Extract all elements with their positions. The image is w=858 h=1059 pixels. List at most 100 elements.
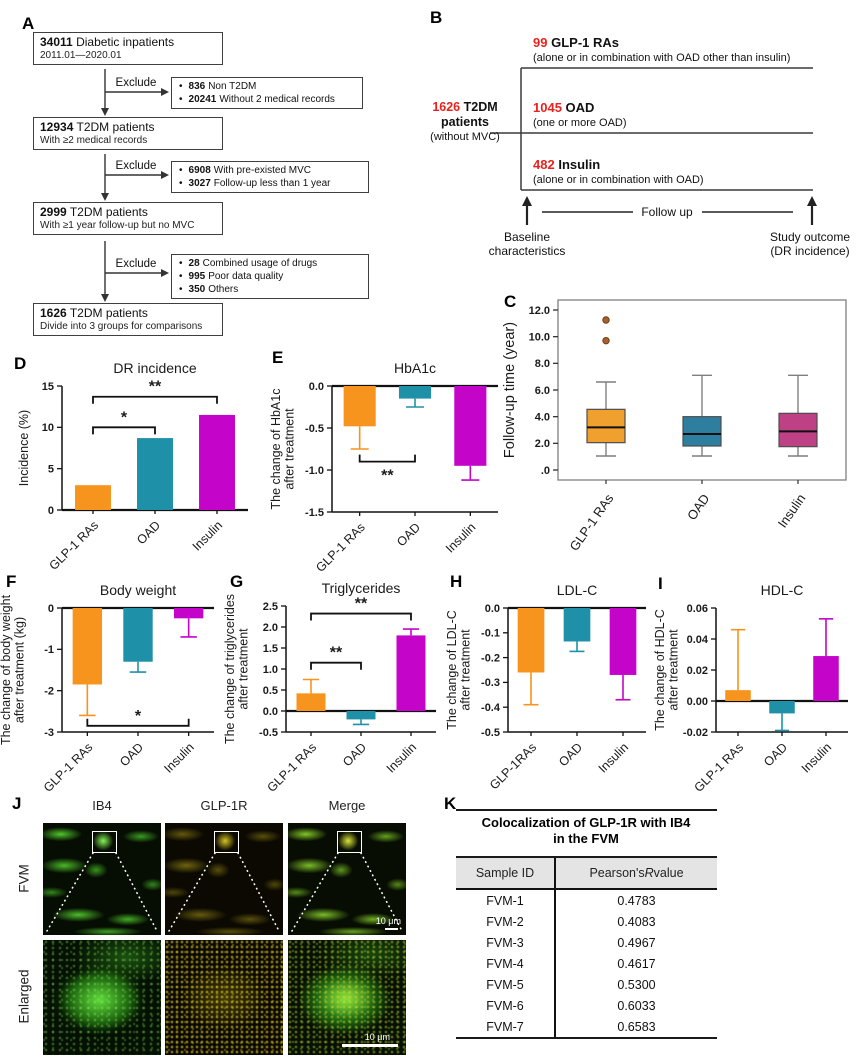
svg-text:after treatment: after treatment — [667, 629, 681, 711]
column-header-pearson-r: Pearson's R value — [589, 866, 684, 880]
svg-text:Insulin: Insulin — [596, 740, 631, 775]
svg-text:GLP-1RAs: GLP-1RAs — [487, 740, 539, 792]
exclusion-item: • 6908 With pre-existed MVC — [179, 165, 312, 176]
svg-text:OAD: OAD — [134, 518, 163, 547]
svg-text:GLP-1 RAs: GLP-1 RAs — [692, 740, 747, 795]
scale-bar-label: 10 μm — [364, 1032, 390, 1042]
micro-fvm-ib4 — [43, 823, 161, 935]
svg-text:5: 5 — [48, 463, 54, 475]
panel-a-label: A — [22, 14, 35, 33]
panel-b-study-design: 1626 T2DM patients (without MVC) 99 GLP-… — [415, 8, 858, 270]
svg-text:**: ** — [355, 596, 368, 613]
scale-bar — [385, 928, 398, 930]
svg-text:-0.5: -0.5 — [259, 727, 278, 739]
svg-text:The change of triglycerides: The change of triglycerides — [223, 594, 237, 744]
svg-text:-0.3: -0.3 — [481, 677, 500, 689]
svg-text:-0.5: -0.5 — [481, 727, 500, 739]
svg-text:GLP-1 RAs: GLP-1 RAs — [265, 740, 320, 795]
table-title: Colocalization of GLP-1R with IB4 in the… — [481, 815, 691, 846]
micro-enlarged-glp1r — [165, 940, 283, 1055]
exclusion-item: • 995 Poor data quality — [179, 271, 284, 282]
svg-text:0.5: 0.5 — [263, 685, 278, 697]
flow-box: 34011 Diabetic inpatients 2011.01—2020.01 — [33, 32, 223, 65]
svg-text:-0.02: -0.02 — [683, 727, 708, 739]
micro-enlarged-ib4 — [43, 940, 161, 1055]
column-header-merge: Merge — [328, 798, 366, 813]
svg-text:OAD: OAD — [340, 740, 369, 769]
svg-text:8.0: 8.0 — [535, 358, 550, 370]
svg-text:10: 10 — [42, 422, 54, 434]
exclusion-box: • 836 Non T2DM • 20241 Without 2 medical reco… — [171, 77, 363, 109]
svg-text:GLP-1 RAs: GLP-1 RAs — [313, 520, 368, 575]
panel-k-label: K — [444, 794, 457, 813]
colocalization-table: Sample ID Pearson's R value FVM-1 0.4783 F… — [456, 856, 717, 1039]
svg-text:2.0: 2.0 — [263, 622, 278, 634]
panel-f-label: F — [6, 572, 17, 591]
svg-text:0: 0 — [48, 603, 54, 615]
svg-text:Incidence (%): Incidence (%) — [17, 410, 31, 486]
svg-text:after treatment (kg): after treatment (kg) — [13, 617, 27, 723]
svg-text:4.0: 4.0 — [535, 411, 550, 423]
svg-text:after treatment: after treatment — [237, 628, 251, 710]
svg-text:0.0: 0.0 — [485, 603, 500, 615]
micro-fvm-glp1r — [165, 823, 283, 935]
exclude-label: Exclude — [115, 77, 157, 89]
svg-text:2.5: 2.5 — [263, 601, 278, 613]
treatment-branch: 482 Insulin (alone or in combination with… — [533, 157, 704, 186]
micro-fvm-merge: 10 μm — [288, 823, 406, 935]
source-count: 1626 — [432, 100, 461, 114]
exclude-label: Exclude — [115, 160, 157, 172]
svg-text:OAD: OAD — [684, 491, 712, 523]
svg-text:*: * — [121, 409, 128, 426]
svg-text:**: ** — [381, 468, 394, 485]
zoom-guide-lines — [168, 852, 280, 932]
svg-text:.0: .0 — [541, 465, 550, 477]
zoom-guide-lines — [46, 852, 158, 932]
svg-text:1.5: 1.5 — [263, 643, 278, 655]
flowchart-arrows — [101, 69, 169, 302]
svg-text:DR incidence: DR incidence — [113, 360, 196, 376]
svg-text:2.0: 2.0 — [535, 438, 550, 450]
study-design-lines — [490, 67, 817, 225]
svg-text:The change of body weight: The change of body weight — [0, 594, 13, 745]
exclude-label: Exclude — [115, 258, 157, 270]
svg-text:OAD: OAD — [394, 520, 423, 549]
chart-ldl-c: LDL-C The change of LDL-C after treatment 0… — [445, 582, 646, 792]
column-header-ib4: IB4 — [92, 798, 112, 813]
outcome-arrow-icon — [807, 196, 817, 206]
panel-d-label: D — [14, 354, 27, 373]
exclusion-item: • 836 Non T2DM — [179, 81, 257, 92]
svg-text:0.04: 0.04 — [687, 634, 709, 646]
panel-j-microscopy: IB4 GLP-1R Merge FVM Enlarged 10 μm — [10, 796, 440, 1059]
follow-up-label: Follow up — [641, 205, 693, 219]
table-row: FVM-7 0.6583 — [456, 1016, 717, 1037]
svg-text:Insulin: Insulin — [775, 491, 809, 530]
svg-text:HDL-C: HDL-C — [761, 582, 804, 598]
svg-text:**: ** — [330, 645, 343, 662]
svg-text:0.0: 0.0 — [309, 381, 324, 393]
svg-text:Triglycerides: Triglycerides — [322, 580, 401, 596]
panel-e-label: E — [272, 348, 284, 367]
micro-enlarged-merge: 10 μm — [288, 940, 406, 1055]
zoom-guide-lines — [291, 852, 403, 932]
svg-text:12.0: 12.0 — [529, 305, 550, 317]
svg-text:Insulin: Insulin — [384, 740, 419, 775]
svg-text:GLP-1 RAs: GLP-1 RAs — [41, 740, 96, 795]
svg-text:-0.1: -0.1 — [481, 628, 500, 640]
svg-text:GLP-1 RAs: GLP-1 RAs — [47, 518, 102, 573]
svg-text:The change of LDL-C: The change of LDL-C — [445, 610, 459, 730]
svg-text:Insulin: Insulin — [190, 518, 225, 553]
svg-text:*: * — [135, 708, 142, 725]
panel-i-label: I — [658, 574, 663, 593]
svg-text:The change of HDL-C: The change of HDL-C — [653, 609, 667, 731]
table-row: FVM-3 0.4967 — [456, 932, 717, 953]
exclusion-item: • 20241 Without 2 medical records — [179, 94, 335, 105]
svg-text:Body weight: Body weight — [100, 582, 176, 598]
boxplot-follow-up-time: .0 2.0 4.0 6.0 8.0 10.0 12.0 Follow-up time (ye… — [502, 299, 847, 554]
panel-c-label: C — [504, 292, 517, 311]
inset-box — [92, 831, 117, 853]
svg-text:GLP-1 RAs: GLP-1 RAs — [566, 491, 616, 554]
panel-a-flowchart: 34011 Diabetic inpatients 2011.01—2020.01… — [20, 20, 430, 350]
flow-box: 2999 T2DM patients With ≥1 year follow-up… — [33, 202, 223, 235]
